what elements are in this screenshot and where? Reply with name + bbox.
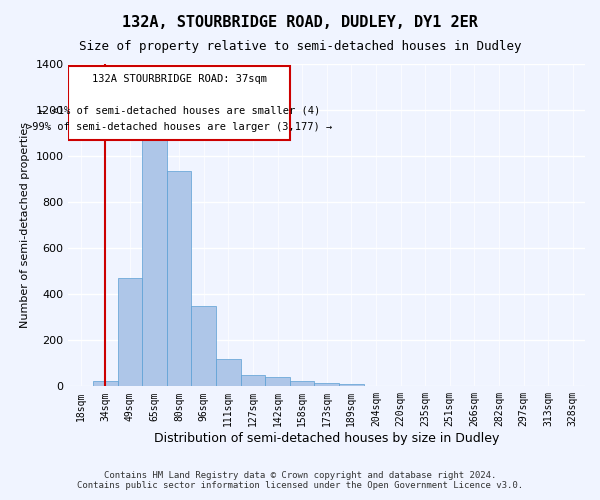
Bar	[290, 380, 314, 386]
Bar	[241, 375, 265, 386]
X-axis label: Distribution of semi-detached houses by size in Dudley: Distribution of semi-detached houses by …	[154, 432, 499, 445]
Bar	[167, 171, 191, 386]
Text: Contains HM Land Registry data © Crown copyright and database right 2024.
Contai: Contains HM Land Registry data © Crown c…	[77, 470, 523, 490]
Text: Size of property relative to semi-detached houses in Dudley: Size of property relative to semi-detach…	[79, 40, 521, 53]
Text: ← <1% of semi-detached houses are smaller (4): ← <1% of semi-detached houses are smalle…	[38, 105, 320, 115]
Text: 132A, STOURBRIDGE ROAD, DUDLEY, DY1 2ER: 132A, STOURBRIDGE ROAD, DUDLEY, DY1 2ER	[122, 15, 478, 30]
Bar	[68, 66, 290, 140]
Y-axis label: Number of semi-detached properties: Number of semi-detached properties	[20, 122, 30, 328]
Text: >99% of semi-detached houses are larger (3,177) →: >99% of semi-detached houses are larger …	[26, 122, 332, 132]
Bar	[339, 384, 364, 386]
Bar	[191, 306, 216, 386]
Bar	[142, 116, 167, 386]
Bar	[93, 380, 118, 386]
Bar	[265, 377, 290, 386]
Text: 132A STOURBRIDGE ROAD: 37sqm: 132A STOURBRIDGE ROAD: 37sqm	[92, 74, 266, 84]
Bar	[314, 383, 339, 386]
Bar	[118, 278, 142, 386]
Bar	[216, 358, 241, 386]
